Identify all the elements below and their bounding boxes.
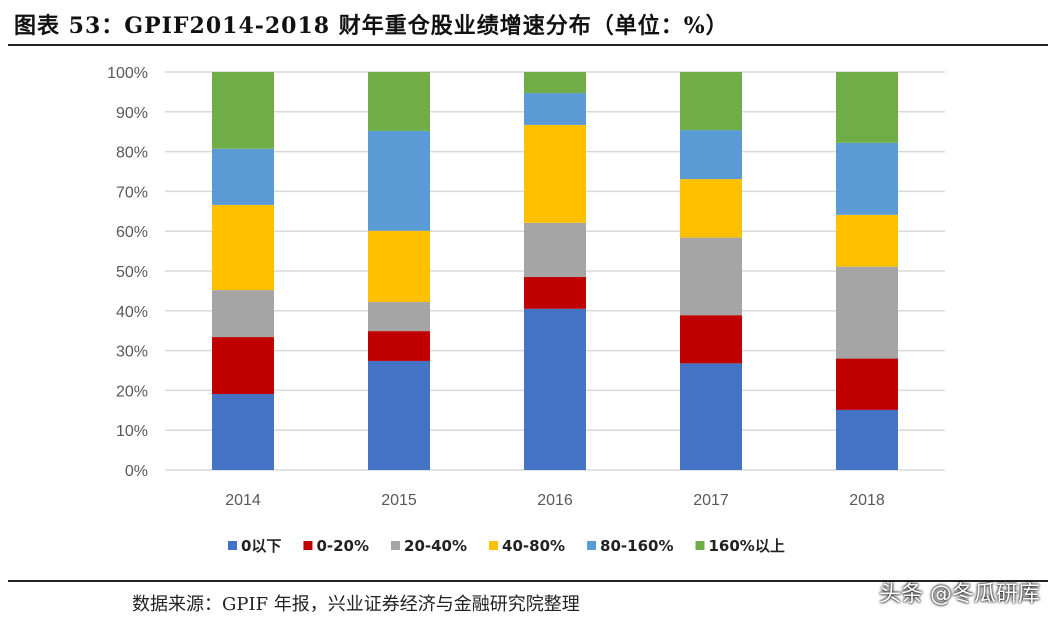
bar-segment [368, 360, 430, 470]
chart-title: 图表 53：GPIF2014-2018 财年重仓股业绩增速分布（单位：%） [14, 13, 729, 39]
y-tick-label: 30% [116, 344, 148, 361]
bar-segment [680, 72, 742, 131]
x-tick-label: 2017 [693, 492, 729, 509]
legend-swatch [587, 541, 597, 550]
legend-swatch [303, 541, 313, 550]
bar-segment [212, 290, 274, 338]
y-tick-label: 0% [125, 463, 148, 480]
bar-segment [368, 230, 430, 303]
bar-segment [368, 72, 430, 131]
bar-segment [836, 142, 898, 215]
bar-segment [212, 393, 274, 470]
y-tick-label: 70% [116, 184, 148, 201]
y-tick-label: 50% [116, 264, 148, 281]
bar-segment [680, 130, 742, 180]
legend-label: 0以下 [241, 537, 281, 555]
legend-label: 160%以上 [709, 537, 785, 555]
title-divider [8, 44, 1048, 46]
bar-segment [368, 302, 430, 332]
bar-segment [836, 266, 898, 359]
bar-segment [524, 308, 586, 470]
legend-swatch [489, 541, 499, 550]
bar-segment [680, 315, 742, 364]
bar-segment [836, 409, 898, 470]
legend-label: 0-20% [316, 537, 369, 555]
watermark: 头条 @冬瓜研库 [879, 582, 1040, 607]
y-tick-label: 10% [116, 423, 148, 440]
bar-segment [524, 276, 586, 309]
bar-segment [212, 337, 274, 394]
bar-segment [836, 214, 898, 267]
footer-divider [8, 580, 1048, 582]
legend-swatch [228, 541, 237, 550]
y-tick-label: 60% [116, 224, 148, 241]
x-tick-label: 2014 [225, 492, 261, 509]
legend-label: 40-80% [502, 537, 565, 555]
bar-segment [368, 331, 430, 361]
bar-segment [212, 72, 274, 149]
bar-segment [680, 237, 742, 316]
x-tick-label: 2015 [381, 492, 417, 509]
y-tick-label: 100% [107, 65, 148, 82]
x-tick-label: 2018 [849, 492, 885, 509]
legend-label: 20-40% [404, 537, 467, 555]
bar-segment [212, 148, 274, 205]
y-tick-label: 90% [116, 105, 148, 122]
bar-segment [680, 179, 742, 238]
legend-label: 80-160% [600, 537, 673, 555]
bar-segment [368, 130, 430, 231]
bar-segment [524, 93, 586, 125]
bar-segment [836, 72, 898, 143]
bar-segment [524, 72, 586, 94]
y-tick-label: 40% [116, 304, 148, 321]
x-tick-label: 2016 [537, 492, 573, 509]
stacked-bar-chart: 0% 10% 20% 30% 40% 50% 60% 70% 80% 90% 100% 2014 201… [107, 65, 945, 555]
legend-swatch [391, 541, 401, 550]
y-tick-label: 20% [116, 383, 148, 400]
bar-segment [524, 124, 586, 223]
bar-segment [836, 358, 898, 410]
legend-swatch [695, 541, 705, 550]
bar-segment [524, 222, 586, 277]
y-tick-label: 80% [116, 145, 148, 162]
bar-segment [680, 363, 742, 470]
source-note: 数据来源：GPIF 年报，兴业证券经济与金融研究院整理 [132, 594, 580, 615]
bar-segment [212, 204, 274, 291]
